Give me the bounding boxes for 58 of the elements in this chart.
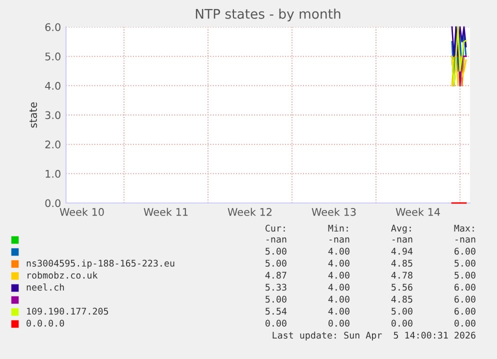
y-tick-label: 5.0 [45,52,60,60]
y-tick-label: 2.0 [45,140,60,148]
text: -nan [392,237,412,243]
text: 4.00 [328,260,350,267]
text: 4.00 [328,296,350,303]
y-tick-label: 3.0 [45,111,60,120]
text: 5.00 [392,308,412,315]
text: 0.00 [392,320,412,327]
text: 6.00 [454,284,476,291]
text: 5.33 [266,284,286,291]
text: 6.00 [454,248,476,255]
text: 5.00 [454,260,476,267]
y-axis-title: state [30,102,37,128]
legend-label: 0.0.0.0 [26,320,64,327]
x-tick-label: Week 12 [228,208,272,216]
text: 0.00 [454,320,476,327]
text: 4.00 [328,308,350,315]
text: 4.87 [265,272,286,279]
text: 5.54 [266,308,287,315]
text: 4.94 [391,248,413,255]
text: 4.00 [328,284,350,291]
legend-label: 109.190.177.205 [27,308,108,315]
legend-label: ns3004595.ip-188-165-223.eu [26,260,174,268]
text: 0.00 [266,320,286,327]
x-tick-label: Week 13 [312,208,356,216]
y-tick-label: 6.0 [45,23,60,32]
text: 4.00 [328,272,350,279]
text: 4.85 [391,260,412,267]
x-tick-label: Week 14 [396,208,440,216]
text: Last update: Sun Apr 5 14:00:31 2026 [272,332,476,340]
x-tick-label: Week 11 [144,208,188,216]
legend-label: neel.ch [26,284,64,291]
text: 5.00 [266,260,286,267]
y-tick-label: 4.0 [45,82,60,90]
text: 5.00 [266,296,286,303]
text: 4.78 [391,272,412,279]
text: 4.00 [328,248,350,255]
text: Cur: [266,224,285,232]
text: -nan [456,237,476,243]
legend-label: robmobz.co.uk [28,272,98,279]
text: 5.00 [454,272,476,279]
line-series [451,26,467,86]
text: Avg: [391,224,411,234]
text: 6.00 [454,296,476,303]
text: 6.00 [454,308,476,315]
text: Min: [328,224,348,232]
line-series [451,26,467,58]
text: 5.56 [392,284,412,291]
text: 0.00 [328,320,350,327]
chart-title: NTP states - by month [196,8,340,22]
y-tick-label: 0.0 [45,199,60,208]
y-tick-label: 1.0 [46,170,60,178]
text: Max: [454,224,474,232]
x-tick-label: Week 10 [60,208,104,216]
text: 5.00 [266,248,286,255]
text: -nan [330,237,350,243]
text: 4.85 [391,296,412,303]
text: -nan [266,237,286,243]
